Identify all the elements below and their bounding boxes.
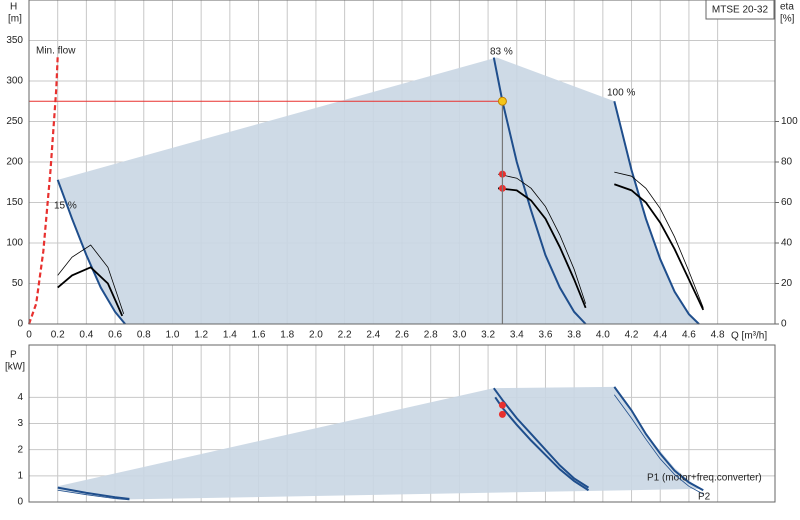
y2-tick-label: 40 (781, 238, 793, 249)
h-axis-label: H (10, 2, 17, 13)
y2-tick-label: 0 (781, 319, 787, 330)
y-tick-label: 0 (17, 319, 23, 330)
x-tick-label: 1.8 (280, 330, 294, 341)
curve-label: P1 (motor+freq.converter) (647, 473, 762, 484)
performance-curve (614, 183, 705, 311)
y-tick-label: 250 (6, 116, 23, 127)
y-tick-label: 350 (6, 35, 23, 46)
x-tick-label: 4.0 (596, 330, 610, 341)
p-axis-unit: [kW] (5, 362, 25, 373)
eta-axis-label: eta (780, 2, 794, 13)
curve-label: 100 % (607, 88, 635, 99)
x-tick-label: 3.2 (481, 330, 495, 341)
performance-curve (56, 179, 126, 325)
y-tick-label: 2 (17, 444, 23, 455)
x-tick-label: 2.6 (395, 330, 409, 341)
x-tick-label: 2.8 (424, 330, 438, 341)
y-tick-label: 0 (17, 497, 23, 508)
curve-label: Min. flow (36, 46, 76, 57)
performance-curve (494, 396, 590, 492)
x-tick-label: 4.2 (625, 330, 639, 341)
x-tick-label: 4.4 (653, 330, 667, 341)
model-box (705, 0, 775, 20)
x-tick-label: 3.6 (539, 330, 553, 341)
x-tick-label: 1.4 (223, 330, 237, 341)
y2-tick-label: 20 (781, 278, 793, 289)
y-tick-label: 100 (6, 238, 23, 249)
performance-curve (57, 244, 125, 315)
x-tick-label: 3.4 (510, 330, 524, 341)
x-tick-label: 3.8 (567, 330, 581, 341)
performance-curve (614, 394, 704, 495)
x-tick-label: 2.0 (309, 330, 323, 341)
x-tick-label: 4.8 (711, 330, 725, 341)
x-tick-label: 4.6 (682, 330, 696, 341)
duty-point (497, 96, 507, 106)
performance-curve (57, 486, 130, 500)
x-tick-label: 3.0 (452, 330, 466, 341)
min-flow-curve (27, 56, 59, 325)
x-tick-label: 2.4 (366, 330, 380, 341)
plot-frame (28, 344, 776, 503)
performance-curve (614, 171, 704, 308)
y2-tick-label: 60 (781, 197, 793, 208)
y2-tick-label: 100 (781, 116, 798, 127)
y-tick-label: 1 (17, 470, 23, 481)
curve-label: 15 % (54, 201, 77, 212)
duty-marker (498, 401, 506, 409)
eta-axis-unit: [%] (780, 14, 795, 25)
x-tick-label: 1.0 (166, 330, 180, 341)
x-tick-label: 2.2 (338, 330, 352, 341)
x-tick-label: 1.6 (252, 330, 266, 341)
y-tick-label: 150 (6, 197, 23, 208)
x-tick-label: 0.6 (108, 330, 122, 341)
y-tick-label: 3 (17, 418, 23, 429)
performance-curve (613, 386, 704, 492)
x-tick-label: 0.2 (51, 330, 65, 341)
curve-label: P2 (698, 492, 711, 503)
performance-curve (498, 187, 587, 309)
performance-curve (492, 57, 587, 325)
x-tick-label: 0.8 (137, 330, 151, 341)
operating-area (57, 57, 699, 324)
h-axis-unit: [m] (8, 14, 22, 25)
y-tick-label: 4 (17, 392, 23, 403)
operating-area (57, 386, 699, 500)
y-tick-label: 200 (6, 157, 23, 168)
curve-label: 83 % (490, 47, 513, 58)
performance-curve (57, 266, 124, 317)
duty-marker (498, 410, 506, 418)
x-tick-label: 1.2 (194, 330, 208, 341)
y2-tick-label: 80 (781, 157, 793, 168)
q-axis-label: Q [m³/h] (731, 331, 767, 342)
model-name: MTSE 20-32 (712, 5, 769, 16)
performance-curve (57, 489, 130, 501)
x-tick-label: 0.4 (79, 330, 93, 341)
performance-curve (613, 101, 700, 325)
plot-frame (28, 0, 776, 325)
y-tick-label: 300 (6, 76, 23, 87)
p-axis-label: P (10, 350, 17, 361)
x-tick-label: 0 (26, 330, 32, 341)
y-tick-label: 50 (12, 278, 24, 289)
performance-curve (498, 173, 587, 304)
